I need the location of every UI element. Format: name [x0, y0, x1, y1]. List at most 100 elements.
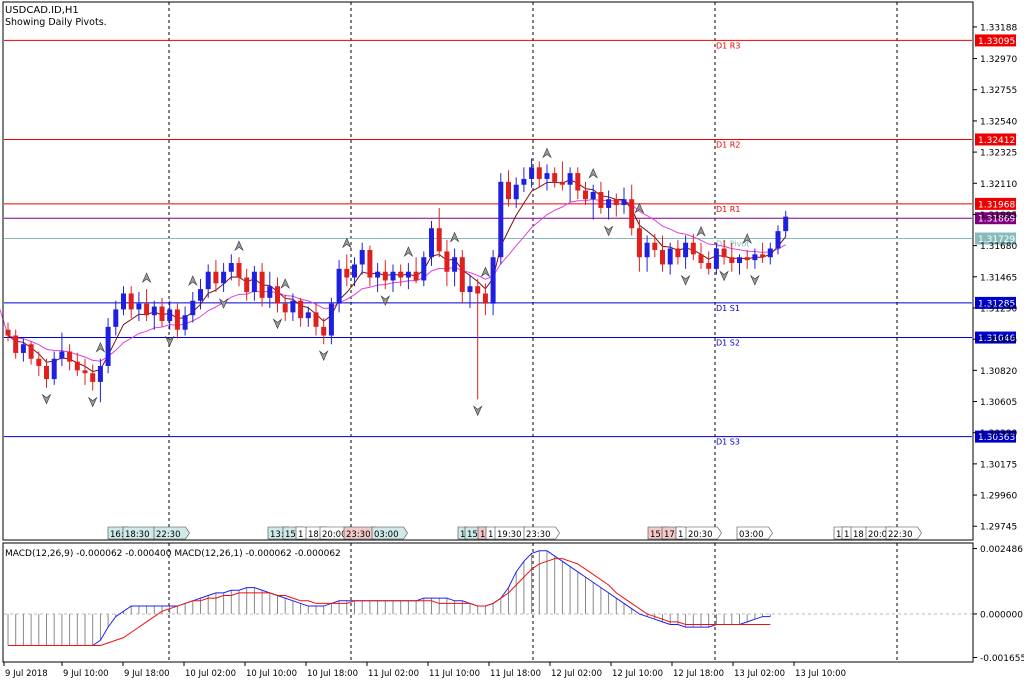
- candle[interactable]: [698, 242, 704, 269]
- candle[interactable]: [475, 278, 481, 400]
- candle[interactable]: [544, 164, 550, 191]
- candle[interactable]: [675, 239, 681, 265]
- candle[interactable]: [174, 303, 180, 339]
- candle[interactable]: [259, 263, 265, 307]
- candle[interactable]: [221, 263, 227, 293]
- candle[interactable]: [352, 257, 357, 287]
- candlesticks[interactable]: [5, 158, 789, 403]
- candle[interactable]: [190, 292, 196, 323]
- candle[interactable]: [652, 234, 658, 258]
- candle[interactable]: [575, 167, 581, 200]
- candle[interactable]: [90, 364, 96, 391]
- candle[interactable]: [729, 242, 735, 272]
- candle[interactable]: [198, 278, 203, 310]
- candle[interactable]: [328, 297, 334, 345]
- candle[interactable]: [783, 210, 789, 237]
- candle[interactable]: [275, 277, 280, 313]
- candle[interactable]: [398, 264, 404, 287]
- candle[interactable]: [13, 329, 19, 359]
- candle[interactable]: [636, 219, 642, 272]
- candle[interactable]: [298, 297, 304, 327]
- candle[interactable]: [251, 265, 257, 301]
- candle[interactable]: [290, 293, 296, 322]
- candle[interactable]: [598, 181, 604, 214]
- candle[interactable]: [529, 158, 535, 188]
- candle[interactable]: [144, 289, 150, 322]
- candle[interactable]: [282, 294, 288, 322]
- candle[interactable]: [390, 264, 396, 293]
- candle[interactable]: [128, 286, 134, 319]
- candle[interactable]: [305, 306, 311, 327]
- candle[interactable]: [490, 249, 496, 316]
- candle[interactable]: [313, 303, 319, 336]
- candle[interactable]: [97, 358, 103, 403]
- candle[interactable]: [367, 245, 373, 287]
- candle[interactable]: [583, 181, 588, 206]
- candle[interactable]: [436, 207, 442, 258]
- candle[interactable]: [113, 300, 119, 336]
- candle[interactable]: [621, 187, 627, 214]
- candle[interactable]: [382, 260, 388, 290]
- candle[interactable]: [613, 193, 619, 217]
- candle[interactable]: [744, 249, 750, 269]
- candle[interactable]: [513, 177, 519, 208]
- candle[interactable]: [452, 248, 458, 287]
- candle[interactable]: [660, 235, 665, 272]
- candle[interactable]: [444, 239, 450, 287]
- candle[interactable]: [459, 249, 465, 304]
- candle[interactable]: [359, 242, 365, 275]
- candle[interactable]: [498, 173, 504, 265]
- candle[interactable]: [713, 242, 719, 275]
- candle[interactable]: [421, 251, 427, 287]
- candle[interactable]: [775, 225, 781, 255]
- candle[interactable]: [506, 170, 511, 207]
- candle[interactable]: [344, 254, 350, 287]
- candle[interactable]: [467, 274, 473, 308]
- candle[interactable]: [151, 300, 157, 330]
- candle[interactable]: [121, 286, 126, 316]
- candle[interactable]: [405, 263, 411, 290]
- candle[interactable]: [559, 161, 565, 191]
- candle[interactable]: [482, 283, 488, 316]
- candle[interactable]: [644, 235, 650, 272]
- macd-panel[interactable]: 0.002486 0.000000 -0.001655: [4, 545, 1024, 664]
- candle[interactable]: [44, 358, 49, 388]
- candle[interactable]: [182, 306, 188, 336]
- candle[interactable]: [159, 297, 165, 327]
- candle[interactable]: [683, 235, 689, 269]
- candle[interactable]: [205, 264, 211, 298]
- candle[interactable]: [5, 322, 11, 342]
- candle[interactable]: [690, 234, 696, 261]
- candle[interactable]: [213, 260, 219, 293]
- candle[interactable]: [706, 251, 712, 275]
- candle[interactable]: [767, 242, 773, 265]
- candle[interactable]: [105, 318, 111, 374]
- candle[interactable]: [760, 242, 766, 264]
- price-axis[interactable]: 1.33188 1.32970 1.32755 1.32540 1.32325 1.321…: [973, 23, 1017, 533]
- candle[interactable]: [74, 352, 80, 377]
- candle[interactable]: [244, 268, 250, 301]
- candle[interactable]: [606, 190, 612, 220]
- candle[interactable]: [629, 184, 635, 236]
- candle[interactable]: [267, 271, 273, 308]
- candle[interactable]: [737, 254, 742, 275]
- candle[interactable]: [36, 351, 42, 377]
- candle[interactable]: [20, 338, 26, 362]
- candle[interactable]: [752, 248, 758, 269]
- candle[interactable]: [375, 263, 381, 293]
- candle[interactable]: [136, 292, 142, 322]
- candle[interactable]: [590, 184, 596, 220]
- candle[interactable]: [82, 358, 88, 385]
- candle[interactable]: [552, 167, 558, 188]
- candle[interactable]: [336, 260, 342, 313]
- candle[interactable]: [236, 257, 242, 287]
- candle[interactable]: [521, 167, 527, 192]
- candle[interactable]: [228, 254, 234, 281]
- candle[interactable]: [413, 257, 419, 284]
- candle[interactable]: [321, 318, 327, 345]
- candle[interactable]: [28, 341, 34, 365]
- candle[interactable]: [167, 300, 173, 330]
- candle[interactable]: [721, 239, 727, 265]
- candle[interactable]: [667, 242, 673, 275]
